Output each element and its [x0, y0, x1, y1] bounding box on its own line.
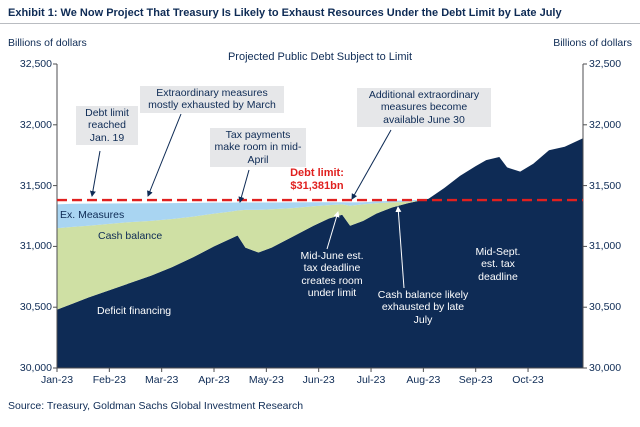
- annotation-arrow-2: [238, 169, 250, 203]
- exhibit-title: Exhibit 1: We Now Project That Treasury …: [8, 7, 562, 19]
- annotation-arrow-0: [89, 150, 101, 197]
- annotation-mid-sept-tax: Mid-Sept. est. tax deadline: [475, 246, 521, 283]
- annotation-cash-exhausted: Cash balance likely exhausted by late Ju…: [377, 289, 469, 326]
- annotation-debt-limit-reached: Debt limit reached Jan. 19: [76, 106, 138, 146]
- area-ex-measures: [57, 138, 583, 229]
- annotation-tax-payments: Tax payments make room in mid-April: [210, 128, 306, 168]
- annotation-arrow-4: [326, 211, 340, 250]
- area-deficit-financing: [57, 138, 583, 368]
- y-axis-unit-right: Billions of dollars: [553, 37, 632, 49]
- annotation-arrow-3: [351, 129, 392, 200]
- annotation-extraordinary-measures: Extraordinary measures mostly exhausted …: [140, 86, 284, 113]
- annotation-mid-june-tax: Mid-June est. tax deadline creates room …: [300, 250, 364, 300]
- label-cash-balance: Cash balance: [98, 230, 163, 242]
- y-axis-unit-left: Billions of dollars: [8, 37, 87, 49]
- debt-limit-label: Debt limit: $31,381bn: [284, 167, 350, 193]
- annotation-additional-measures: Additional extraordinary measures become…: [357, 88, 491, 128]
- exhibit-header: Exhibit 1: We Now Project That Treasury …: [0, 0, 640, 24]
- annotation-arrow-5: [395, 206, 405, 289]
- annotation-arrow-1: [147, 113, 182, 197]
- debt-limit-label-line2: $31,381bn: [290, 180, 344, 193]
- label-ex-measures: Ex. Measures: [60, 209, 125, 221]
- debt-limit-label-line1: Debt limit:: [290, 167, 344, 179]
- area-cash-balance: [57, 138, 583, 310]
- source-line: Source: Treasury, Goldman Sachs Global I…: [8, 400, 304, 412]
- chart-title: Projected Public Debt Subject to Limit: [227, 51, 413, 63]
- label-deficit-financing: Deficit financing: [97, 305, 172, 317]
